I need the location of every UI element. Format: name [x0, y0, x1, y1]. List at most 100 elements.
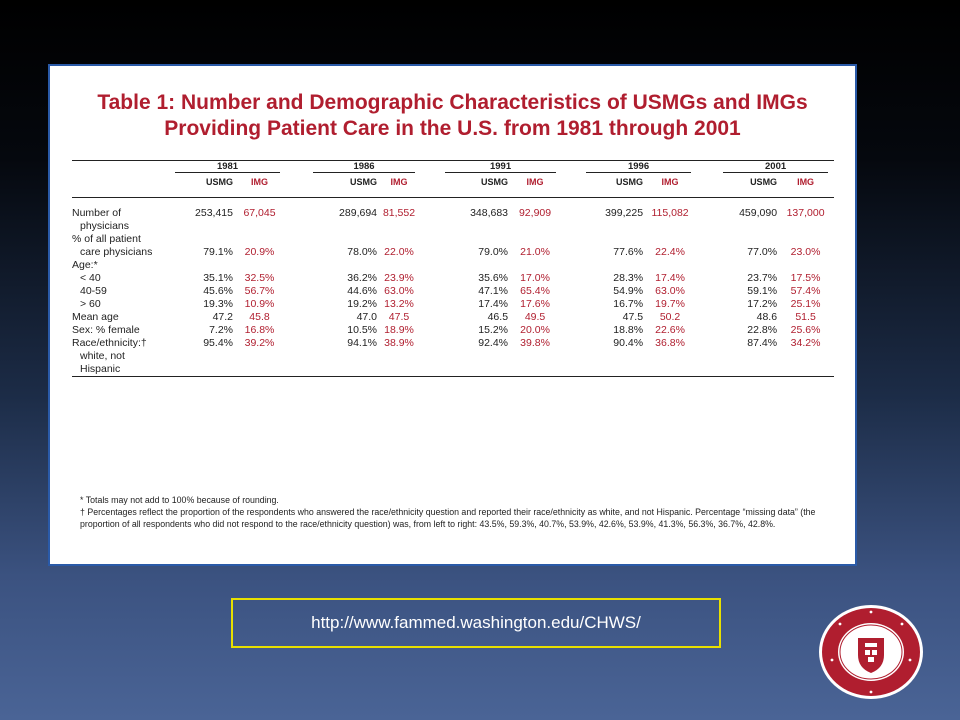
usmg-value: 10.5% — [347, 324, 378, 336]
img-value: 20.0% — [520, 324, 550, 336]
usmg-value: 459,090 — [739, 207, 778, 219]
img-value: 45.8 — [249, 311, 270, 323]
img-value: 63.0% — [384, 285, 414, 297]
row-label: % of all patient — [72, 233, 141, 245]
img-value: 17.0% — [520, 272, 550, 284]
img-value: 20.9% — [244, 246, 275, 258]
img-value: 18.9% — [384, 324, 414, 336]
usmg-value: 79.0% — [478, 246, 509, 258]
year-header: 1996 — [586, 161, 692, 173]
usmg-value: 253,415 — [195, 207, 233, 219]
usmg-value: 17.4% — [478, 298, 509, 310]
year-header: 2001 — [723, 161, 829, 173]
usmg-value: 92.4% — [439, 337, 509, 377]
source-url-box: http://www.fammed.washington.edu/CHWS/ — [231, 598, 721, 648]
row-label: Race/ethnicity:† — [72, 337, 147, 349]
usmg-value: 19.2% — [347, 298, 378, 310]
usmg-value: 22.8% — [747, 324, 778, 336]
img-value: 38.9% — [377, 337, 422, 377]
img-value: 19.7% — [655, 298, 685, 310]
usmg-value: 16.7% — [613, 298, 644, 310]
usmg-value: 95.4% — [169, 337, 233, 377]
usmg-header: USMG — [439, 177, 509, 198]
usmg-value: 87.4% — [717, 337, 778, 377]
source-url[interactable]: http://www.fammed.washington.edu/CHWS/ — [311, 613, 641, 632]
img-value: 115,082 — [651, 207, 689, 219]
img-value: 17.5% — [790, 272, 821, 284]
row-label: Sex: % female — [72, 324, 140, 336]
usmg-value: 59.1% — [747, 285, 778, 297]
img-value: 25.1% — [790, 298, 821, 310]
usmg-header: USMG — [580, 177, 644, 198]
img-header: IMG — [233, 177, 287, 198]
row-label: Hispanic — [80, 363, 121, 375]
img-value: 63.0% — [655, 285, 685, 297]
usmg-value: 36.2% — [347, 272, 378, 284]
usmg-value: 48.6 — [756, 311, 778, 323]
university-seal-logo — [819, 605, 923, 699]
usmg-value: 348,683 — [470, 207, 509, 219]
row-label: Mean age — [72, 311, 119, 323]
footnote-race: † Percentages reflect the proportion of … — [80, 507, 816, 529]
usmg-value: 7.2% — [209, 324, 233, 336]
img-value: 49.5 — [524, 311, 546, 323]
row-label: white, not — [80, 350, 125, 362]
img-value: 57.4% — [790, 285, 821, 297]
row-label: care physicians — [80, 246, 153, 258]
img-header: IMG — [377, 177, 422, 198]
img-value: 51.5 — [795, 311, 816, 323]
img-value: 13.2% — [384, 298, 414, 310]
img-header: IMG — [777, 177, 835, 198]
table-panel: Table 1: Number and Demographic Characte… — [48, 64, 857, 566]
img-value: 21.0% — [520, 246, 550, 258]
usmg-value: 45.6% — [203, 285, 233, 297]
img-value: 22.4% — [655, 246, 685, 258]
img-value: 34.2% — [777, 337, 835, 377]
usmg-header: USMG — [307, 177, 378, 198]
usmg-value: 47.0 — [356, 311, 378, 323]
usmg-value: 94.1% — [307, 337, 378, 377]
usmg-value: 23.7% — [747, 272, 778, 284]
img-value: 67,045 — [243, 207, 276, 219]
row-label: physicians — [80, 220, 130, 232]
usmg-value: 289,694 — [339, 207, 378, 219]
img-value: 25.6% — [790, 324, 821, 336]
img-header: IMG — [643, 177, 698, 198]
img-value: 65.4% — [520, 285, 550, 297]
usmg-value: 90.4% — [580, 337, 644, 377]
img-value: 50.2 — [659, 311, 681, 323]
usmg-value: 47.5 — [622, 311, 644, 323]
usmg-value: 54.9% — [613, 285, 644, 297]
table-row-age: Age:* < 40 40-59 > 60 35.1% 45.6% 19.3% 32… — [72, 259, 834, 311]
img-value: 137,000 — [786, 207, 825, 219]
table-title-line1: Table 1: Number and Demographic Characte… — [97, 91, 808, 114]
year-header: 1981 — [175, 161, 281, 173]
table-row-race-ethnicity: Race/ethnicity:† white, not Hispanic 95.4%… — [72, 337, 835, 377]
img-value: 36.8% — [643, 337, 698, 377]
table-title-line2: Providing Patient Care in the U.S. from … — [164, 117, 741, 140]
usmg-value: 47.2 — [212, 311, 233, 323]
table-footnotes: * Totals may not add to 100% because of … — [80, 494, 835, 530]
img-value: 17.4% — [655, 272, 685, 284]
table-row-sex-female: Sex: % female 7.2% 16.8% 10.5% 18.9% 15.2%… — [72, 324, 834, 337]
row-label: < 40 — [80, 272, 101, 284]
usmg-value: 77.6% — [613, 246, 644, 258]
img-value: 22.0% — [384, 246, 414, 258]
img-value: 17.6% — [520, 298, 550, 310]
usmg-value: 79.1% — [203, 246, 233, 258]
table-row-pct-care-physicians: % of all patient care physicians 79.1% 20.… — [72, 233, 834, 259]
year-header-row: 1981 1986 1991 1996 2001 — [72, 160, 835, 177]
usmg-value: 78.0% — [347, 246, 378, 258]
img-value: 92,909 — [518, 207, 552, 219]
img-header: IMG — [508, 177, 563, 198]
img-value: 47.5 — [388, 311, 410, 323]
usmg-value: 15.2% — [478, 324, 509, 336]
usmg-header: USMG — [169, 177, 233, 198]
usmg-value: 47.1% — [478, 285, 509, 297]
usmg-value: 28.3% — [613, 272, 644, 284]
img-value: 22.6% — [655, 324, 685, 336]
table-row-mean-age: Mean age 47.2 45.8 47.0 47.5 46.5 49.5 47.5… — [72, 311, 834, 324]
usmg-header: USMG — [717, 177, 778, 198]
row-label: Age:* — [72, 259, 98, 271]
usmg-value: 18.8% — [613, 324, 644, 336]
